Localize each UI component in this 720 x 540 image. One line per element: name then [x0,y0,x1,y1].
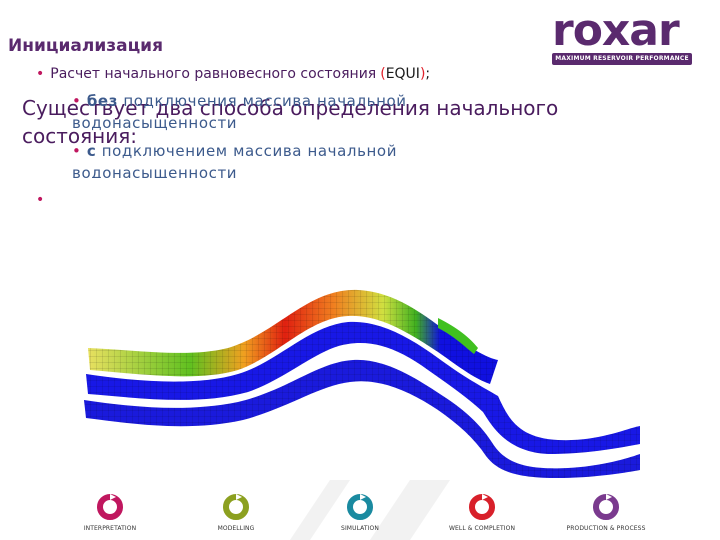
slide-title: Инициализация [8,36,164,56]
equi-keyword: EQUI [385,66,420,82]
stage-interpretation: INTERPRETATION [50,492,170,532]
layer-green-cap [438,318,478,354]
bullet-equi: • Расчет начального равновесного состояни… [36,66,596,82]
stage-label: PRODUCTION & PROCESS [566,525,646,532]
sub-bullet-text: подключения массива начальной водонасыще… [72,92,407,132]
stage-label: MODELLING [217,525,255,532]
sub-bullet-without: • без подключения массива начальной водо… [72,90,542,134]
stage-production-process: PRODUCTION & PROCESS [546,492,666,532]
cycle-icon [593,494,619,520]
logo-tagline: MAXIMUM RESERVOIR PERFORMANCE [552,53,692,65]
logo-wordmark: roxar [552,5,680,56]
main-heading: Существует два способа определения начал… [22,96,559,148]
stage-modelling: MODELLING [176,492,296,532]
footer-stage-bar: INTERPRETATION MODELLING SIMULATION WELL… [0,492,720,540]
sub-bullet-key: с [86,142,97,160]
cycle-icon [97,494,123,520]
sub-bullet-marker: • [72,142,82,160]
stage-well-completion: WELL & COMPLETION [422,492,542,532]
watermark-graphic [290,480,450,540]
bullet-equi-suffix: ; [425,66,431,82]
sub-bullet-with: • с подключением массива начальной водон… [72,140,542,178]
equi-keyword-group: (EQUI); [380,66,430,82]
bullet-empty: • [36,192,45,208]
stage-simulation: SIMULATION [300,492,420,532]
stage-label: SIMULATION [341,525,379,532]
bullet-equi-text: Расчет начального равновесного состояния [50,66,377,82]
cycle-icon [347,494,373,520]
sub-bullet-text: подключением массива начальной водонасыщ… [72,142,398,178]
roxar-logo: roxar MAXIMUM RESERVOIR PERFORMANCE [548,5,696,68]
reservoir-model-3d [84,289,640,478]
paren-open: ( [380,66,386,82]
stage-label: INTERPRETATION [83,525,137,532]
sub-bullet-key: без [86,92,118,110]
sub-bullet-marker: • [72,92,82,110]
content-area: Существует два способа определения начал… [22,94,662,150]
bullet-marker: • [36,66,45,82]
paren-close: ) [419,66,426,82]
stage-label: WELL & COMPLETION [448,525,516,532]
cycle-icon [469,494,495,520]
cycle-icon [223,494,249,520]
